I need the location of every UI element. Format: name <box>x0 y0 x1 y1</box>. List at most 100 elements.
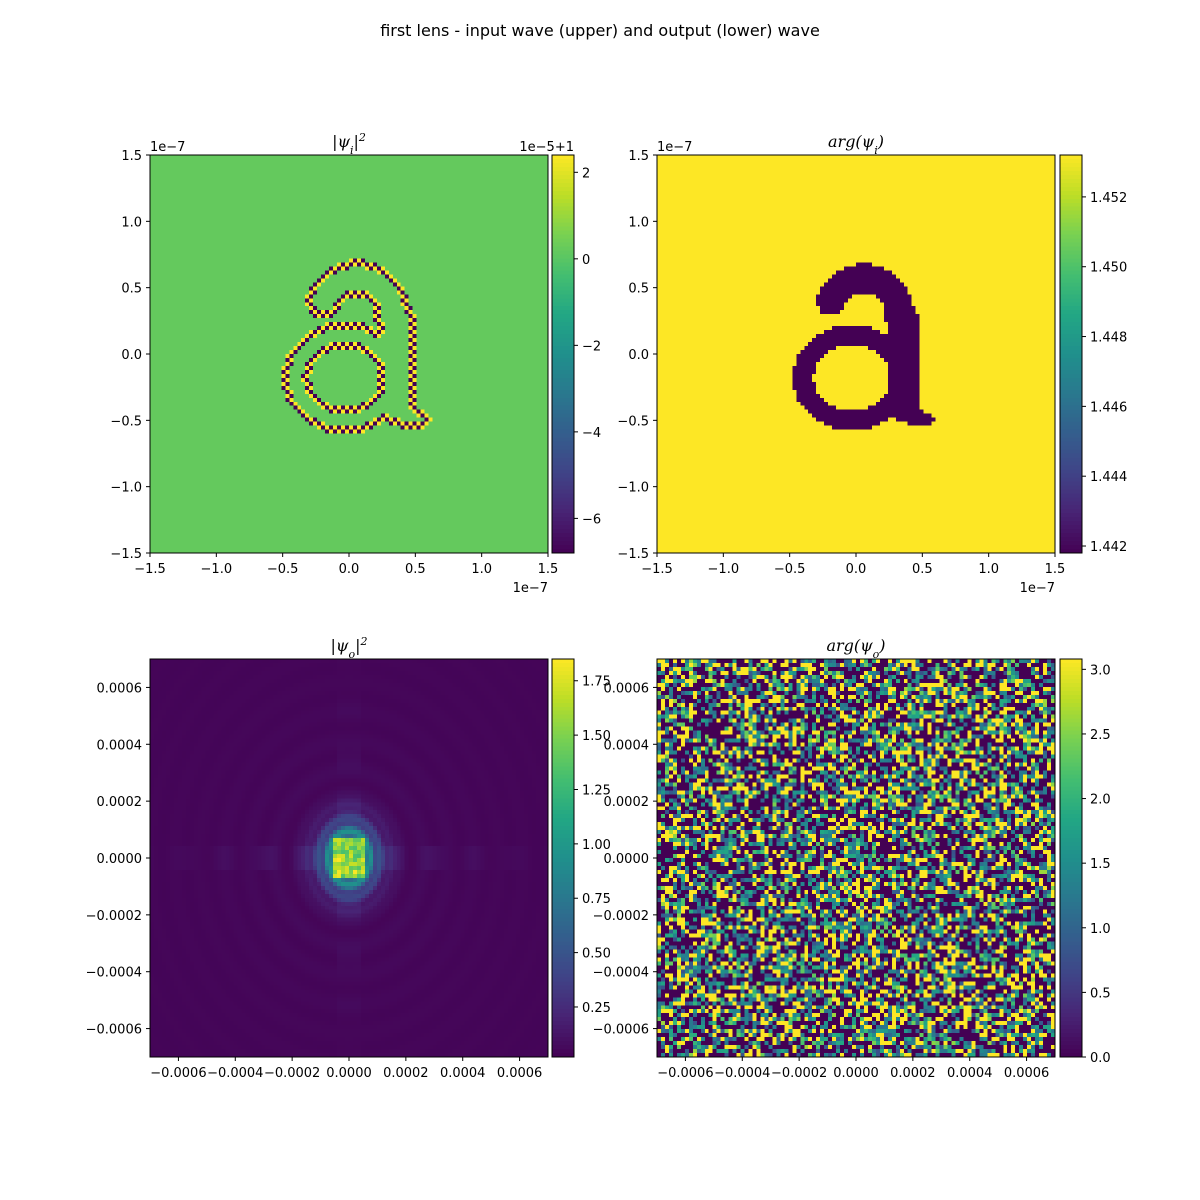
heatmap-cell <box>210 199 215 204</box>
heatmap-cell <box>150 266 155 271</box>
heatmap-cell <box>385 175 390 180</box>
heatmap-cell <box>150 231 155 236</box>
heatmap-cell <box>206 219 211 224</box>
heatmap-cell <box>401 187 406 192</box>
heatmap-cell <box>504 159 509 164</box>
heatmap-cell <box>361 183 366 188</box>
heatmap-cell <box>460 274 465 279</box>
heatmap-cell <box>468 207 473 212</box>
heatmap-cell <box>397 171 402 176</box>
heatmap-cell <box>405 179 410 184</box>
heatmap-cell <box>508 243 513 248</box>
heatmap-cell <box>409 262 414 267</box>
heatmap-cell <box>468 247 473 252</box>
heatmap-cell <box>425 171 430 176</box>
heatmap-cell <box>449 155 454 160</box>
heatmap-cell <box>253 223 258 228</box>
heatmap-cell <box>174 219 179 224</box>
heatmap-cell <box>528 255 533 260</box>
heatmap-cell <box>269 219 274 224</box>
heatmap-cell <box>468 183 473 188</box>
heatmap-cell <box>246 262 251 267</box>
heatmap-cell <box>401 207 406 212</box>
heatmap-cell <box>409 223 414 228</box>
heatmap-cell <box>381 179 386 184</box>
heatmap-cell <box>389 235 394 240</box>
heatmap-cell <box>437 207 442 212</box>
heatmap-cell <box>385 262 390 267</box>
heatmap-cell <box>242 183 247 188</box>
heatmap-cell <box>508 227 513 232</box>
heatmap-cell <box>242 266 247 271</box>
heatmap-cell <box>468 215 473 220</box>
heatmap-cell <box>166 251 171 256</box>
heatmap-cell <box>452 243 457 248</box>
heatmap-cell <box>417 255 422 260</box>
heatmap-cell <box>488 163 493 168</box>
heatmap-cell <box>345 235 350 240</box>
heatmap-cell <box>508 195 513 200</box>
heatmap-cell <box>393 187 398 192</box>
heatmap-cell <box>238 231 243 236</box>
heatmap-cell <box>341 175 346 180</box>
heatmap-cell <box>174 258 179 263</box>
heatmap-cell <box>158 183 163 188</box>
heatmap-cell <box>273 247 278 252</box>
heatmap-cell <box>222 235 227 240</box>
heatmap-cell <box>317 167 322 172</box>
heatmap-cell <box>393 163 398 168</box>
heatmap-cell <box>441 239 446 244</box>
heatmap-cell <box>413 191 418 196</box>
heatmap-cell <box>305 255 310 260</box>
heatmap-cell <box>246 223 251 228</box>
heatmap-cell <box>504 191 509 196</box>
heatmap-cell <box>472 258 477 263</box>
heatmap-cell <box>265 191 270 196</box>
heatmap-cell <box>154 187 159 192</box>
heatmap-cell <box>301 207 306 212</box>
heatmap-cell <box>429 266 434 271</box>
heatmap-cell <box>242 247 247 252</box>
heatmap-cell <box>476 167 481 172</box>
heatmap-cell <box>524 183 529 188</box>
heatmap-cell <box>162 258 167 263</box>
heatmap-cell <box>369 251 374 256</box>
heatmap-cell <box>261 175 266 180</box>
heatmap-cell <box>520 171 525 176</box>
heatmap-cell <box>202 171 207 176</box>
heatmap-cell <box>504 251 509 256</box>
heatmap-cell <box>218 211 223 216</box>
heatmap-cell <box>528 223 533 228</box>
heatmap-cell <box>508 187 513 192</box>
heatmap-cell <box>508 215 513 220</box>
heatmap-cell <box>329 163 334 168</box>
heatmap-cell <box>492 175 497 180</box>
heatmap-cell <box>472 231 477 236</box>
heatmap-cell <box>357 274 362 279</box>
heatmap-cell <box>540 191 545 196</box>
heatmap-cell <box>166 207 171 212</box>
heatmap-cell <box>492 247 497 252</box>
heatmap-cell <box>373 258 378 263</box>
heatmap-cell <box>214 227 219 232</box>
heatmap-cell <box>226 191 231 196</box>
heatmap-cell <box>277 207 282 212</box>
heatmap-cell <box>273 167 278 172</box>
heatmap-cell <box>437 175 442 180</box>
heatmap-cell <box>182 163 187 168</box>
heatmap-cell <box>154 219 159 224</box>
heatmap-cell <box>150 167 155 172</box>
heatmap-cell <box>441 270 446 275</box>
heatmap-cell <box>309 175 314 180</box>
heatmap-cell <box>242 195 247 200</box>
heatmap-cell <box>273 163 278 168</box>
heatmap-cell <box>397 239 402 244</box>
heatmap-cell <box>277 155 282 160</box>
heatmap-cell <box>206 199 211 204</box>
heatmap-cell <box>437 258 442 263</box>
heatmap-cell <box>405 262 410 267</box>
heatmap-cell <box>305 175 310 180</box>
heatmap-cell <box>504 199 509 204</box>
heatmap-cell <box>369 247 374 252</box>
heatmap-cell <box>520 179 525 184</box>
